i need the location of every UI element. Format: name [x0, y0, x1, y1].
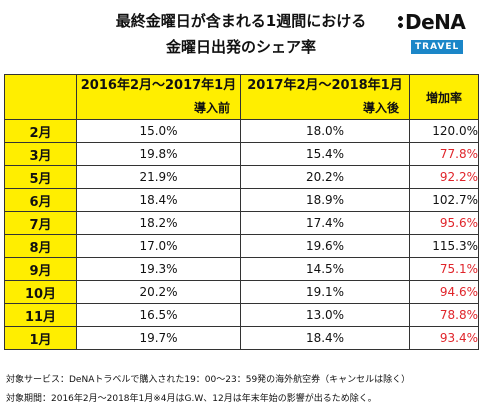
header-rate: 増加率 — [409, 74, 479, 120]
before-cell: 19.3% — [76, 257, 241, 281]
page-title: 最終金曜日が含まれる1週間における 金曜日出発のシェア率 — [0, 8, 482, 60]
after-cell: 18.4% — [240, 326, 410, 350]
rate-cell: 78.8% — [409, 303, 479, 327]
colon-icon — [398, 16, 403, 28]
table-row: 7月 18.2% 17.4% 95.6% — [4, 211, 479, 235]
before-cell: 17.0% — [76, 234, 241, 258]
before-cell: 19.7% — [76, 326, 241, 350]
footnote-period: 対象期間：2016年2月〜2018年1月※4月はG.W、12月は年末年始の影響が… — [6, 394, 377, 404]
table-row: 5月 21.9% 20.2% 92.2% — [4, 165, 479, 189]
table-row: 1月 19.7% 18.4% 93.4% — [4, 326, 479, 350]
rate-cell: 95.6% — [409, 211, 479, 235]
before-cell: 20.2% — [76, 280, 241, 304]
rate-cell: 120.0% — [409, 119, 479, 143]
logo-wordmark: DeNA — [398, 10, 474, 34]
footnotes: 対象サービス：DeNAトラベルで購入された19：00〜23：59発の海外航空券（… — [6, 371, 480, 409]
month-cell: 5月 — [4, 165, 77, 189]
rate-cell: 93.4% — [409, 326, 479, 350]
rate-cell: 77.8% — [409, 142, 479, 166]
title-line-1: 最終金曜日が含まれる1週間における — [115, 12, 367, 30]
table-row: 6月 18.4% 18.9% 102.7% — [4, 188, 479, 212]
rate-cell: 94.6% — [409, 280, 479, 304]
logo-text: DeNA — [405, 10, 466, 34]
table-row: 11月 16.5% 13.0% 78.8% — [4, 303, 479, 327]
after-cell: 14.5% — [240, 257, 410, 281]
period-before: 2016年2月〜2017年1月 — [80, 78, 237, 93]
rate-cell: 75.1% — [409, 257, 479, 281]
table-row: 2月 15.0% 18.0% 120.0% — [4, 119, 479, 143]
before-cell: 21.9% — [76, 165, 241, 189]
after-cell: 20.2% — [240, 165, 410, 189]
month-cell: 2月 — [4, 119, 77, 143]
after-cell: 19.1% — [240, 280, 410, 304]
month-cell: 9月 — [4, 257, 77, 281]
header-after: 2017年2月〜2018年1月 導入後 — [240, 74, 410, 120]
logo-badge: TRAVEL — [411, 40, 464, 54]
label-before: 導入前 — [193, 101, 230, 115]
table-row: 3月 19.8% 15.4% 77.8% — [4, 142, 479, 166]
rate-cell: 115.3% — [409, 234, 479, 258]
before-cell: 15.0% — [76, 119, 241, 143]
before-cell: 18.4% — [76, 188, 241, 212]
month-cell: 10月 — [4, 280, 77, 304]
after-cell: 19.6% — [240, 234, 410, 258]
after-cell: 15.4% — [240, 142, 410, 166]
dena-travel-logo: DeNA TRAVEL — [398, 10, 474, 56]
footnote-service: 対象サービス：DeNAトラベルで購入された19：00〜23：59発の海外航空券（… — [6, 375, 411, 385]
table-row: 10月 20.2% 19.1% 94.6% — [4, 280, 479, 304]
header-corner — [4, 74, 77, 120]
before-cell: 18.2% — [76, 211, 241, 235]
month-cell: 8月 — [4, 234, 77, 258]
title-line-2: 金曜日出発のシェア率 — [165, 38, 316, 56]
share-rate-table: 2016年2月〜2017年1月 導入前 2017年2月〜2018年1月 導入後 … — [4, 74, 479, 350]
month-cell: 11月 — [4, 303, 77, 327]
table-header-row: 2016年2月〜2017年1月 導入前 2017年2月〜2018年1月 導入後 … — [4, 74, 479, 120]
rate-cell: 92.2% — [409, 165, 479, 189]
before-cell: 19.8% — [76, 142, 241, 166]
header: 最終金曜日が含まれる1週間における 金曜日出発のシェア率 DeNA TRAVEL — [0, 0, 482, 74]
month-cell: 7月 — [4, 211, 77, 235]
rate-cell: 102.7% — [409, 188, 479, 212]
after-cell: 18.0% — [240, 119, 410, 143]
period-after: 2017年2月〜2018年1月 — [247, 78, 403, 93]
before-cell: 16.5% — [76, 303, 241, 327]
label-after: 導入後 — [362, 101, 399, 115]
month-cell: 6月 — [4, 188, 77, 212]
table-row: 9月 19.3% 14.5% 75.1% — [4, 257, 479, 281]
header-before: 2016年2月〜2017年1月 導入前 — [76, 74, 241, 120]
after-cell: 13.0% — [240, 303, 410, 327]
after-cell: 18.9% — [240, 188, 410, 212]
month-cell: 1月 — [4, 326, 77, 350]
after-cell: 17.4% — [240, 211, 410, 235]
month-cell: 3月 — [4, 142, 77, 166]
table-row: 8月 17.0% 19.6% 115.3% — [4, 234, 479, 258]
